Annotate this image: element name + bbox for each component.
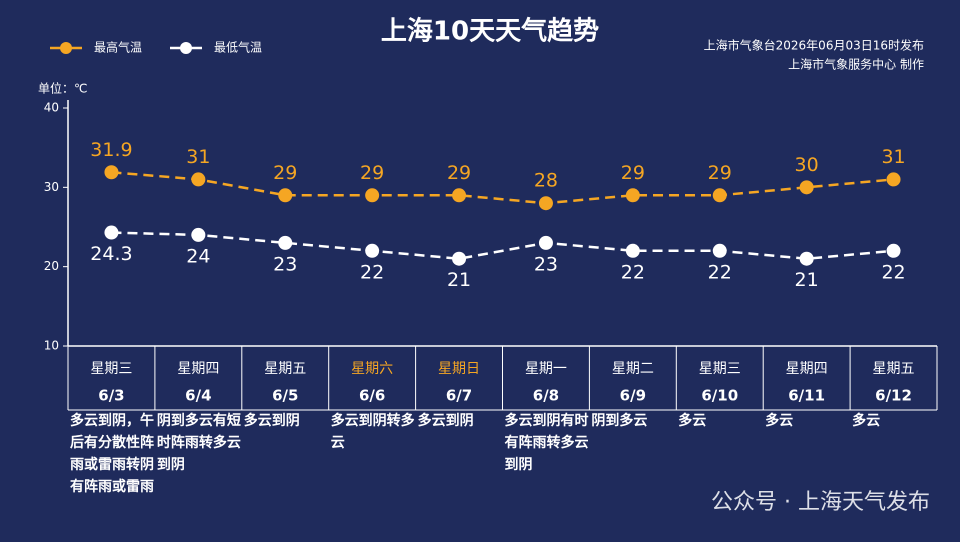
x-tick-label: 6/11 [788, 387, 825, 405]
watermark: 公众号 · 上海天气发布 [711, 490, 930, 515]
data-label: 29 [621, 162, 645, 184]
data-point [104, 225, 119, 240]
data-point [625, 188, 640, 203]
data-label: 31.9 [90, 139, 132, 161]
weekday-label: 星期三 [90, 361, 132, 377]
y-tick-label: 30 [44, 180, 59, 194]
data-point [452, 188, 467, 203]
weekday-label: 星期五 [873, 361, 915, 377]
weekday-label: 星期六 [351, 361, 393, 377]
data-label: 22 [360, 261, 384, 283]
data-point [712, 188, 727, 203]
data-point [712, 243, 727, 258]
data-label: 22 [881, 261, 905, 283]
weekday-label: 星期四 [786, 361, 828, 377]
y-axis-label: 单位：℃ [38, 81, 87, 96]
weather-text: 多云到阴 [243, 413, 300, 429]
data-point [191, 172, 206, 187]
data-label: 22 [708, 261, 732, 283]
data-label: 21 [795, 269, 819, 291]
weekday-label: 星期三 [699, 361, 741, 377]
data-point [538, 235, 553, 250]
data-label: 22 [621, 261, 645, 283]
source: 上海市气象服务中心 制作 [788, 57, 924, 72]
data-label: 31 [186, 146, 210, 168]
data-point [278, 188, 293, 203]
x-tick-label: 6/12 [875, 387, 912, 405]
data-point [278, 235, 293, 250]
weekday-label: 星期四 [177, 361, 219, 377]
x-tick-label: 6/8 [533, 387, 559, 405]
data-point [799, 180, 814, 195]
weekday-label: 星期一 [525, 361, 567, 377]
x-tick-label: 6/6 [359, 387, 385, 405]
weather-text: 多云到阴转多云 [330, 413, 415, 451]
data-point [886, 243, 901, 258]
data-label: 24 [186, 245, 210, 267]
legend-marker [180, 42, 192, 54]
weather-text: 多云到阴，午后有分散性阵雨或雷雨转阴有阵雨或雷雨 [70, 413, 154, 495]
weather-text: 多云到阴 [417, 413, 474, 429]
weather-text: 阴到多云有短时阵雨转多云到阴 [156, 413, 241, 473]
data-point [104, 165, 119, 180]
weather-text: 阴到多云 [591, 413, 648, 429]
data-point [191, 227, 206, 242]
data-label: 24.3 [90, 243, 132, 265]
weather-text: 多云到阴有时有阵雨转多云到阴 [504, 413, 589, 473]
legend-label: 最低气温 [214, 40, 262, 55]
chart-title: 上海10天天气趋势 [381, 16, 599, 47]
x-tick-label: 6/4 [185, 387, 211, 405]
source: 上海市气象台2026年06月03日16时发布 [704, 38, 924, 53]
data-point [538, 196, 553, 211]
data-point [452, 251, 467, 266]
x-tick-label: 6/10 [701, 387, 738, 405]
series-line [111, 171, 894, 205]
data-label: 31 [881, 146, 905, 168]
x-tick-label: 6/7 [446, 387, 472, 405]
weather-text: 多云 [852, 413, 881, 429]
data-label: 29 [447, 162, 471, 184]
data-label: 28 [534, 170, 558, 192]
series-line [111, 231, 894, 260]
weather-text: 多云 [678, 413, 707, 429]
x-tick-label: 6/9 [620, 387, 646, 405]
weekday-label: 星期二 [612, 361, 654, 377]
data-point [886, 172, 901, 187]
data-label: 29 [273, 162, 297, 184]
data-label: 30 [795, 154, 819, 176]
y-tick-label: 10 [44, 339, 59, 353]
data-label: 23 [534, 253, 558, 275]
y-tick-label: 20 [44, 259, 59, 273]
data-label: 23 [273, 253, 297, 275]
data-point [799, 251, 814, 266]
data-point [625, 243, 640, 258]
data-point [365, 243, 380, 258]
data-label: 21 [447, 269, 471, 291]
weather-text: 多云 [765, 413, 794, 429]
legend-label: 最高气温 [94, 40, 142, 55]
x-tick-label: 6/3 [98, 387, 124, 405]
legend-marker [60, 42, 72, 54]
y-tick-label: 40 [44, 101, 59, 115]
data-label: 29 [360, 162, 384, 184]
data-point [365, 188, 380, 203]
x-tick-label: 6/5 [272, 387, 298, 405]
weekday-label: 星期日 [438, 361, 480, 377]
data-label: 29 [708, 162, 732, 184]
weekday-label: 星期五 [264, 361, 306, 377]
